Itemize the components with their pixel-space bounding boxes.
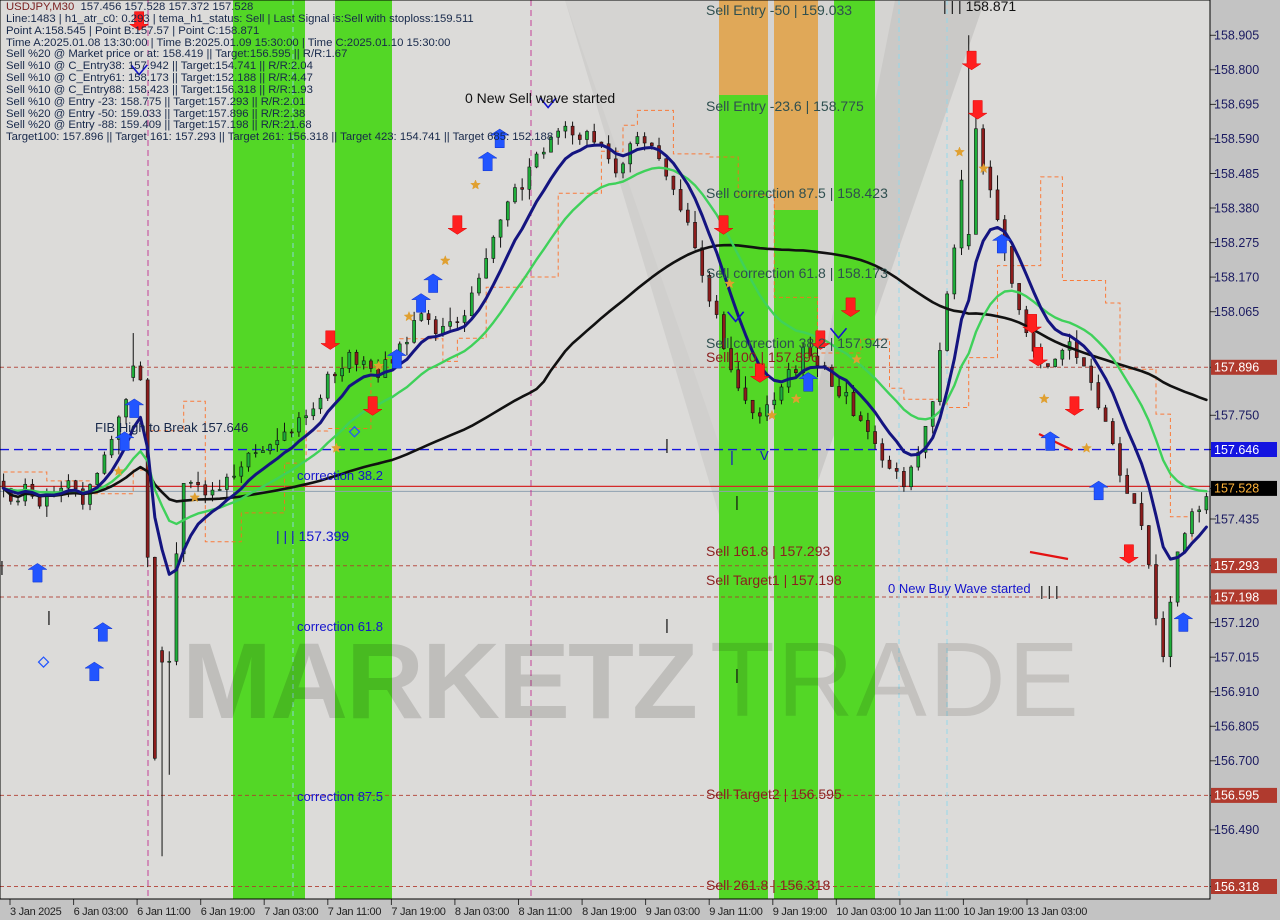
svg-text:157.015: 157.015: [1214, 651, 1259, 665]
svg-text:157.120: 157.120: [1214, 616, 1259, 630]
svg-text:156.595: 156.595: [1214, 789, 1259, 803]
svg-text:8 Jan 03:00: 8 Jan 03:00: [455, 906, 509, 918]
svg-text:13 Jan 03:00: 13 Jan 03:00: [1027, 906, 1087, 918]
svg-text:7 Jan 11:00: 7 Jan 11:00: [328, 906, 382, 918]
svg-text:correction 87.5: correction 87.5: [297, 789, 383, 804]
svg-text:157.750: 157.750: [1214, 409, 1259, 423]
svg-text:|: |: [665, 437, 669, 454]
svg-text:0 New Buy Wave started: 0 New Buy Wave started: [888, 581, 1031, 596]
svg-text:158.380: 158.380: [1214, 201, 1259, 215]
svg-text:157.198: 157.198: [1214, 590, 1259, 604]
svg-text:V: V: [760, 448, 769, 463]
svg-text:Sell correction 87.5 | 158.423: Sell correction 87.5 | 158.423: [706, 185, 888, 201]
svg-text:157.896: 157.896: [1214, 361, 1259, 375]
svg-text:|: |: [0, 559, 4, 576]
svg-text:158.905: 158.905: [1214, 29, 1259, 43]
svg-text:Sell Entry -23.6 | 158.775: Sell Entry -23.6 | 158.775: [706, 98, 864, 114]
svg-text:| | |: | | |: [1040, 583, 1059, 599]
svg-text:|: |: [730, 449, 734, 466]
svg-text:Sell correction 61.8 | 158.173: Sell correction 61.8 | 158.173: [706, 265, 888, 281]
svg-text:|: |: [665, 617, 669, 634]
svg-text:157.646: 157.646: [1214, 443, 1259, 457]
svg-text:6 Jan 19:00: 6 Jan 19:00: [201, 906, 255, 918]
svg-text:9 Jan 19:00: 9 Jan 19:00: [773, 906, 827, 918]
svg-text:Sell 161.8 | 157.293: Sell 161.8 | 157.293: [706, 543, 831, 559]
svg-text:9 Jan 03:00: 9 Jan 03:00: [646, 906, 700, 918]
svg-text:158.695: 158.695: [1214, 98, 1259, 112]
svg-text:7 Jan 19:00: 7 Jan 19:00: [391, 906, 445, 918]
svg-text:| | | 158.871: | | | 158.871: [943, 0, 1016, 14]
svg-text:Sell Target2 | 156.595: Sell Target2 | 156.595: [706, 786, 842, 802]
svg-text:6 Jan 11:00: 6 Jan 11:00: [137, 906, 191, 918]
svg-text:10 Jan 03:00: 10 Jan 03:00: [836, 906, 896, 918]
svg-text:10 Jan 11:00: 10 Jan 11:00: [900, 906, 959, 918]
svg-text:158.590: 158.590: [1214, 132, 1259, 146]
svg-text:156.805: 156.805: [1214, 720, 1259, 734]
svg-text:157.528: 157.528: [1214, 482, 1259, 496]
svg-text:156.318: 156.318: [1214, 880, 1259, 894]
svg-text:Sell 261.8 | 156.318: Sell 261.8 | 156.318: [706, 877, 831, 893]
svg-text:7 Jan 03:00: 7 Jan 03:00: [264, 906, 318, 918]
svg-text:| | | 157.399: | | | 157.399: [276, 528, 349, 544]
svg-text:|: |: [735, 494, 739, 511]
svg-text:correction 38.2: correction 38.2: [297, 468, 383, 483]
svg-text:Sell Target1 | 157.198: Sell Target1 | 157.198: [706, 572, 842, 588]
svg-text:6 Jan 03:00: 6 Jan 03:00: [74, 906, 128, 918]
svg-text:FIB High to Break 157.646: FIB High to Break 157.646: [95, 420, 248, 435]
svg-text:8 Jan 19:00: 8 Jan 19:00: [582, 906, 636, 918]
svg-text:Sell 100 | 157.896: Sell 100 | 157.896: [706, 349, 819, 365]
svg-text:|: |: [735, 667, 739, 684]
svg-text:158.170: 158.170: [1214, 270, 1259, 284]
svg-text:156.910: 156.910: [1214, 685, 1259, 699]
svg-text:8 Jan 11:00: 8 Jan 11:00: [519, 906, 573, 918]
svg-text:158.065: 158.065: [1214, 305, 1259, 319]
svg-text:157.293: 157.293: [1214, 559, 1259, 573]
svg-text:158.275: 158.275: [1214, 236, 1259, 250]
svg-text:9 Jan 11:00: 9 Jan 11:00: [709, 906, 763, 918]
svg-text:156.700: 156.700: [1214, 754, 1259, 768]
svg-text:10 Jan 19:00: 10 Jan 19:00: [963, 906, 1023, 918]
svg-text:Sell Entry -50 | 159.033: Sell Entry -50 | 159.033: [706, 2, 852, 18]
svg-text:3 Jan 2025: 3 Jan 2025: [10, 906, 62, 918]
svg-text:correction 61.8: correction 61.8: [297, 619, 383, 634]
svg-text:156.490: 156.490: [1214, 823, 1259, 837]
svg-text:158.485: 158.485: [1214, 167, 1259, 181]
svg-text:|: |: [47, 609, 51, 626]
svg-text:157.435: 157.435: [1214, 512, 1259, 526]
svg-text:158.800: 158.800: [1214, 63, 1259, 77]
